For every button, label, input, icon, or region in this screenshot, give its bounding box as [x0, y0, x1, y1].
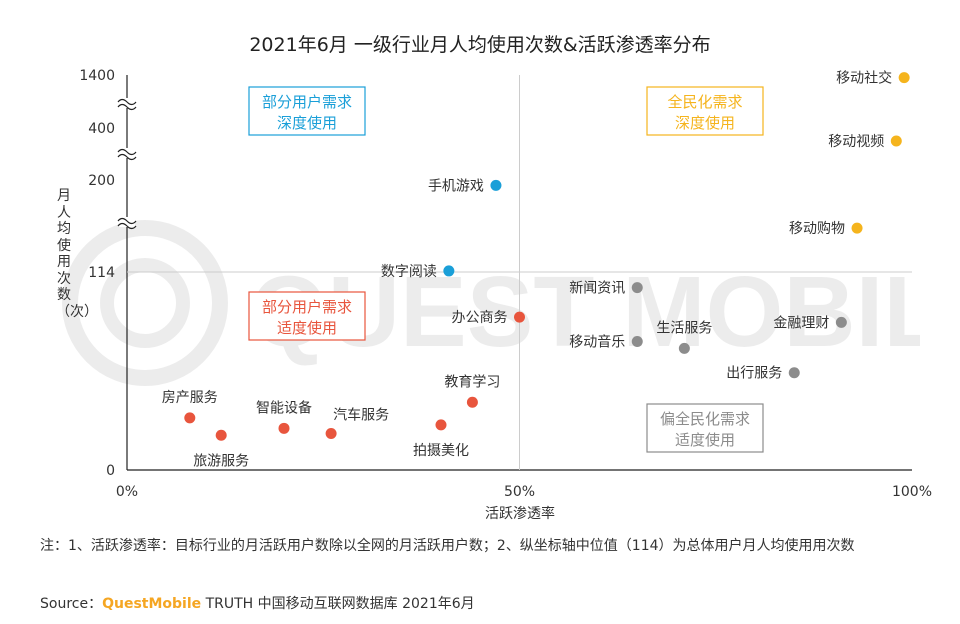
- data-point-label: 金融理财: [773, 315, 829, 331]
- data-point: [678, 342, 690, 354]
- source-brand: QuestMobile: [102, 596, 202, 612]
- data-point: [466, 396, 478, 408]
- footnote: 注：1、活跃渗透率：目标行业的月活跃用户数除以全网的月活跃用户数；2、纵坐标轴中…: [40, 538, 855, 554]
- source-rest: TRUTH 中国移动互联网数据库 2021年6月: [201, 596, 475, 612]
- axis-break-wave: [117, 103, 137, 111]
- axis-break-wave: [117, 217, 137, 225]
- quadrant-label-line: 部分用户需求: [262, 298, 352, 316]
- axis-break-gap: [119, 217, 135, 227]
- data-point-label: 移动音乐: [569, 333, 625, 350]
- data-point: [278, 422, 290, 434]
- y-tick-label: 0: [106, 463, 115, 479]
- y-tick-label: 200: [88, 173, 115, 189]
- axis-break-wave: [117, 98, 137, 106]
- data-point-label: 数字阅读: [381, 263, 437, 280]
- data-point-label: 办公商务: [452, 310, 508, 326]
- data-point-label: 汽车服务: [333, 407, 389, 424]
- data-point: [215, 429, 227, 441]
- data-point-label: 移动社交: [836, 70, 892, 87]
- quadrant-box-border: [646, 403, 764, 453]
- axis-break-wave: [117, 148, 137, 156]
- quadrant-label-line: 全民化需求: [667, 93, 742, 111]
- data-point: [835, 316, 847, 328]
- data-point: [890, 135, 902, 147]
- data-point-label: 旅游服务: [193, 453, 249, 469]
- quadrant-label-line: 适度使用: [277, 319, 337, 337]
- data-point: [325, 428, 337, 440]
- quadrant-label-line: 部分用户需求: [262, 93, 352, 111]
- axis-break-gap: [119, 148, 135, 158]
- axis-break-wave: [117, 222, 137, 230]
- source-prefix: Source：: [40, 596, 103, 612]
- data-point-label: 新闻资讯: [569, 281, 625, 297]
- axis-break-mark: [117, 148, 137, 161]
- x-tick-label: 0%: [116, 484, 138, 500]
- axis-break-mark: [117, 98, 137, 111]
- x-axis-label: 活跃渗透率: [485, 506, 555, 522]
- x-tick-label: 100%: [892, 484, 932, 500]
- y-tick-label: 400: [88, 121, 115, 137]
- data-point: [788, 367, 800, 379]
- data-point-label: 房产服务: [162, 390, 218, 406]
- data-point: [631, 282, 643, 294]
- data-point-label: 教育学习: [444, 374, 500, 390]
- axis-break-mark: [117, 217, 137, 230]
- data-point: [435, 419, 447, 431]
- quadrant-label-line: 偏全民化需求: [660, 410, 750, 428]
- data-point-label: 拍摄美化: [413, 443, 469, 459]
- data-point-label: 手机游戏: [428, 178, 484, 194]
- quadrant-box-border: [248, 86, 366, 136]
- data-point-label: 移动视频: [828, 134, 884, 150]
- data-point-label: 移动购物: [789, 221, 845, 237]
- data-point: [898, 72, 910, 84]
- quadrant-label-line: 深度使用: [277, 114, 337, 132]
- data-point: [184, 412, 196, 424]
- quadrant-label-line: 适度使用: [675, 431, 735, 449]
- chart-title: 2021年6月 一级行业月人均使用次数&活跃渗透率分布: [249, 34, 711, 56]
- quadrant-box-border: [248, 291, 366, 341]
- data-point: [514, 311, 525, 323]
- axis-break-gap: [119, 98, 135, 108]
- x-tick-label: 50%: [504, 484, 535, 500]
- data-point-label: 出行服务: [726, 366, 782, 382]
- y-tick-label: 1400: [79, 68, 115, 84]
- data-point: [631, 335, 643, 347]
- data-point-label: 智能设备: [256, 399, 312, 416]
- source-line: Source：QuestMobile TRUTH 中国移动互联网数据库 2021…: [40, 593, 475, 613]
- y-tick-label: 114: [88, 265, 115, 281]
- data-point: [490, 179, 502, 191]
- axis-break-wave: [117, 153, 137, 161]
- data-point-label: 生活服务: [656, 320, 712, 336]
- data-point: [443, 265, 455, 277]
- quadrant-box-border: [646, 86, 764, 136]
- quadrant-label-line: 深度使用: [675, 114, 735, 132]
- data-point: [851, 222, 863, 234]
- y-axis-label: 月人均使用次数（次）: [56, 188, 98, 320]
